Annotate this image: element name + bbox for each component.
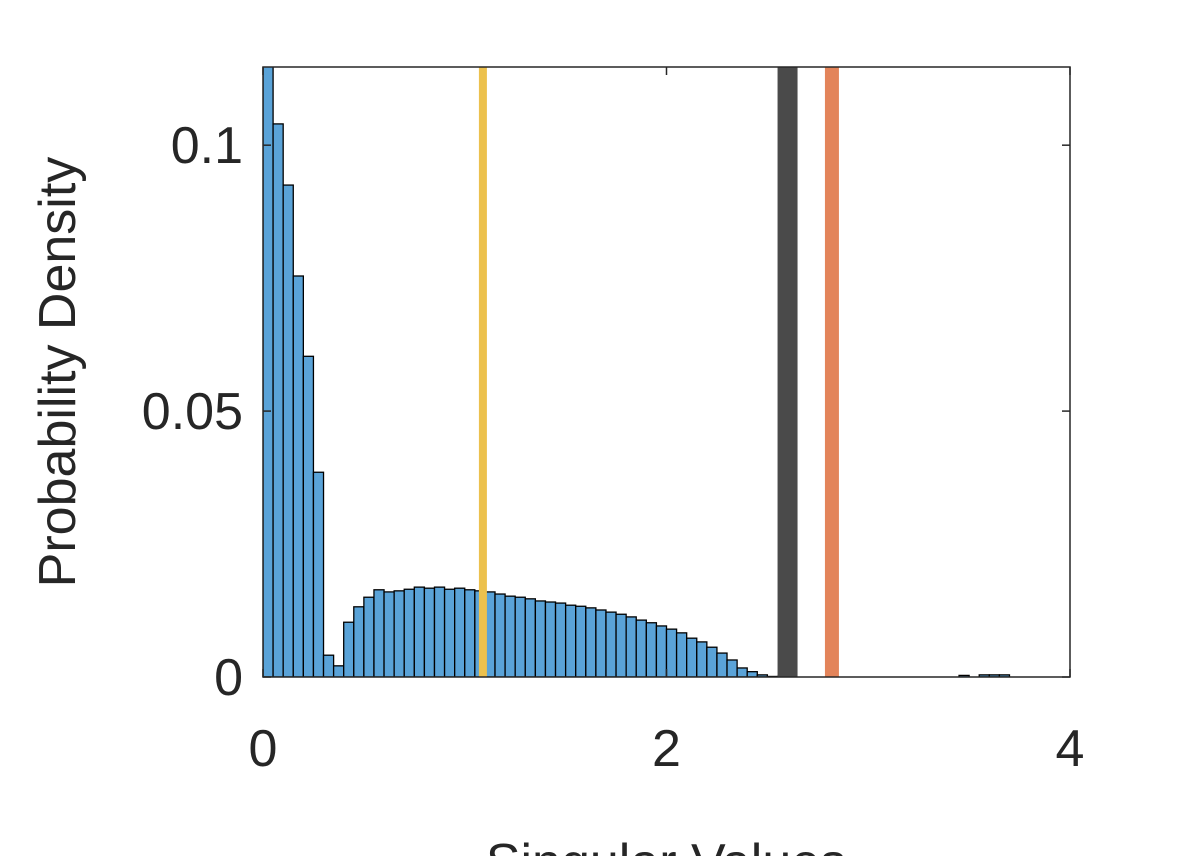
plot-area <box>263 67 1011 677</box>
histogram-bar <box>726 659 738 677</box>
histogram-bar <box>464 589 476 677</box>
histogram-bar <box>454 587 466 677</box>
x-tick-label: 4 <box>1056 720 1085 778</box>
histogram-bar <box>393 590 405 677</box>
y-axis-label: Probability Density <box>29 157 87 588</box>
histogram-bar <box>332 665 345 677</box>
histogram-bar <box>564 604 577 677</box>
histogram-bar <box>494 593 506 677</box>
histogram-bar <box>554 602 567 677</box>
histogram-bar <box>655 625 668 677</box>
y-tick-label: 0.1 <box>171 117 243 175</box>
histogram-bar <box>615 613 627 677</box>
histogram-bar <box>716 652 728 677</box>
histogram-bar <box>373 589 385 677</box>
histogram-bar <box>292 275 305 677</box>
axes-box <box>262 66 1071 678</box>
histogram-bar <box>302 355 315 677</box>
histogram-bar <box>383 591 395 677</box>
histogram-bar <box>605 611 617 677</box>
histogram-bar <box>544 601 557 677</box>
histogram-bar <box>746 671 758 677</box>
histogram-bar <box>635 619 647 677</box>
histogram-bar <box>958 674 970 677</box>
histogram-bar <box>322 654 335 677</box>
histogram-bar <box>343 621 355 677</box>
x-tick-label: 0 <box>249 720 278 778</box>
histogram-bar <box>675 632 688 677</box>
histogram-bar <box>625 616 637 677</box>
histogram-bar <box>504 595 516 677</box>
histogram-bar <box>534 600 547 677</box>
x-axis-label: Singular Values <box>486 834 846 856</box>
histogram-bar <box>514 596 526 677</box>
histogram-bar <box>595 609 607 677</box>
y-tick-label: 0 <box>214 649 243 707</box>
histogram-bar <box>403 588 415 677</box>
histogram-bar <box>423 587 436 677</box>
histogram-bar <box>665 628 678 677</box>
histogram-bar <box>645 622 658 677</box>
histogram-bar <box>433 586 446 677</box>
histogram-bar <box>363 596 375 677</box>
histogram-bar <box>282 184 294 677</box>
histogram-bar <box>443 588 456 677</box>
histogram-bar <box>998 674 1011 677</box>
histogram-bar <box>706 646 718 677</box>
histogram-bar <box>736 667 748 677</box>
histogram-bar <box>686 637 698 677</box>
histogram-bar <box>413 586 426 677</box>
histogram-bar <box>353 606 365 677</box>
histogram-bar <box>696 641 708 677</box>
histogram-bar <box>524 598 537 677</box>
histogram-bar <box>575 605 587 677</box>
histogram-bar <box>263 67 274 677</box>
histogram-bar <box>312 471 325 677</box>
histogram-bar <box>272 123 284 677</box>
histogram-bar <box>585 607 597 677</box>
x-tick-label: 2 <box>652 720 681 778</box>
y-tick-label: 0.05 <box>142 383 243 441</box>
